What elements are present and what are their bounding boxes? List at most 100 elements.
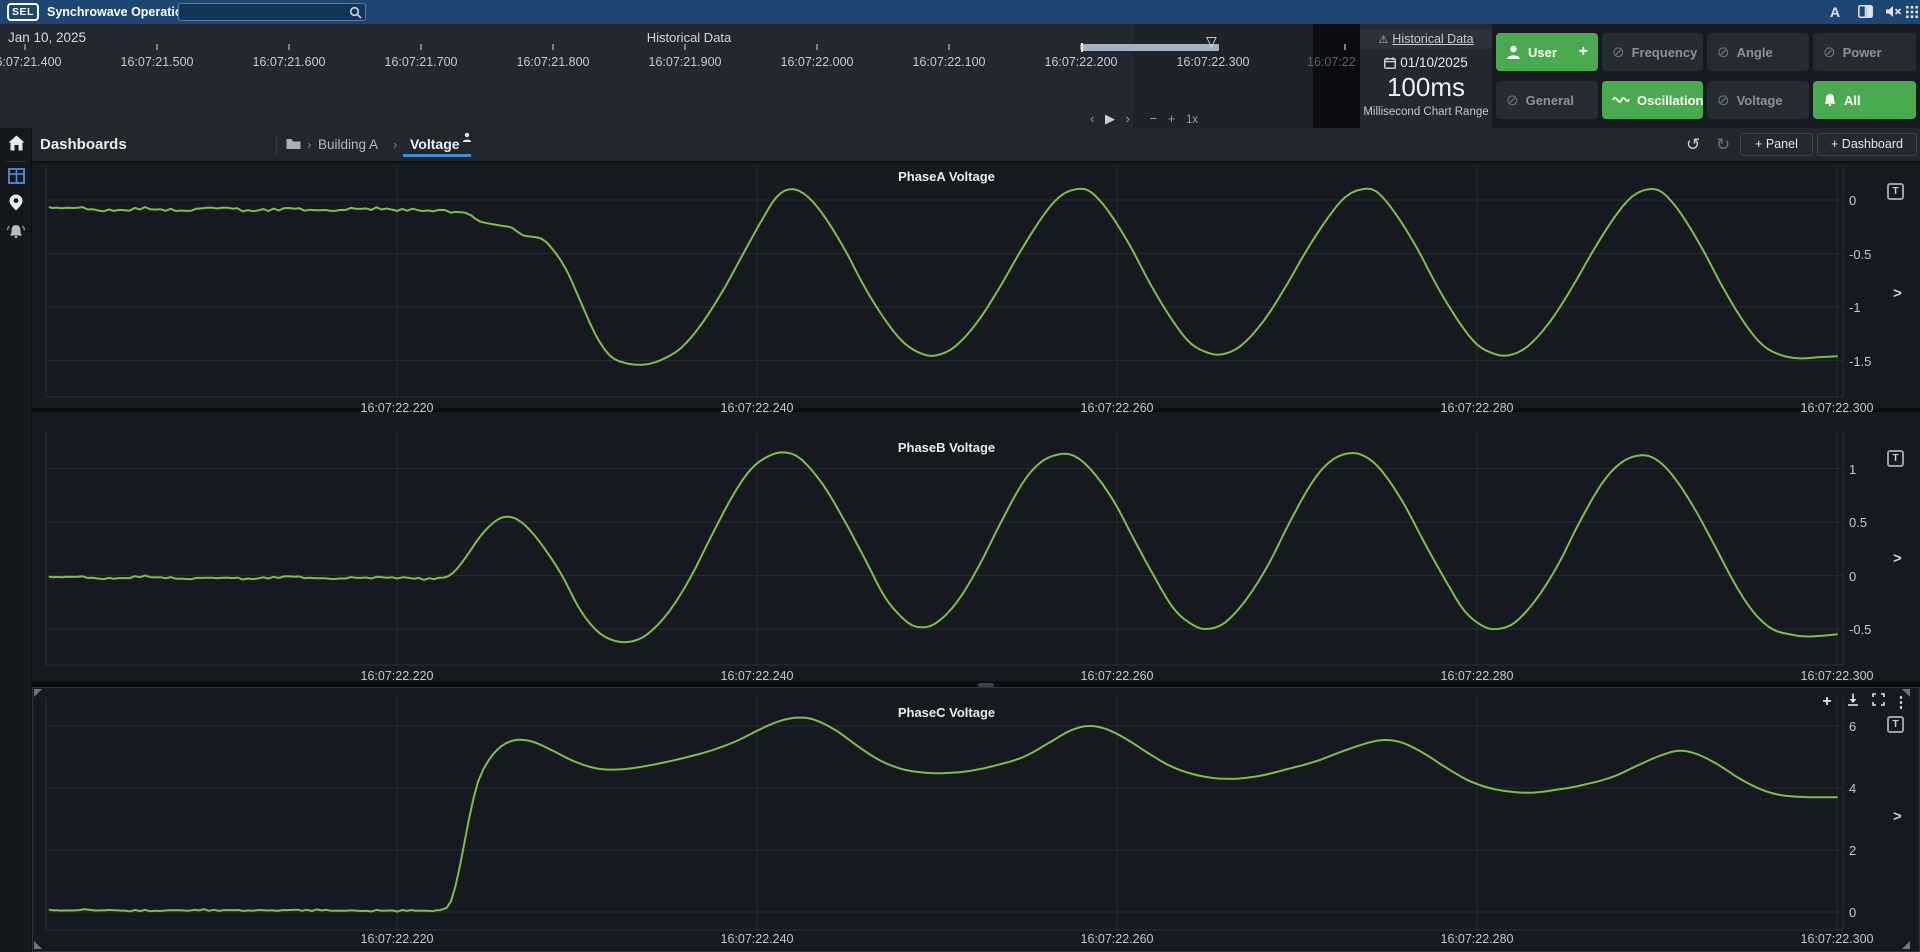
timeline-tick-label: 16:07:21.500 — [120, 55, 194, 69]
timeline-tick — [816, 44, 818, 50]
disabled-icon: ⊘ — [1823, 44, 1836, 61]
sidebar-item-dashboards[interactable] — [0, 168, 32, 189]
download-icon[interactable] — [1844, 693, 1862, 709]
font-size-icon[interactable]: A — [1829, 4, 1841, 20]
add-annotation-icon[interactable]: + — [1822, 693, 1832, 710]
app-title: Synchrowave Operations — [47, 5, 198, 19]
breadcrumb-separator: › — [393, 137, 398, 152]
chart-title-phase-c: PhaseC Voltage — [897, 705, 996, 720]
x-axis-label: 16:07:22.260 — [1080, 669, 1154, 683]
redo-button[interactable]: ↻ — [1716, 135, 1731, 154]
breadcrumb-current[interactable]: Voltage — [410, 136, 460, 152]
filter-button-angle[interactable]: ⊘ Angle — [1707, 33, 1809, 71]
sidebar-item-map[interactable] — [0, 194, 32, 216]
filter-label: User — [1528, 44, 1557, 60]
panel-resize-corner[interactable] — [1902, 941, 1910, 949]
filter-button-power[interactable]: ⊘ Power — [1813, 33, 1916, 71]
filter-label: Voltage — [1736, 92, 1783, 108]
calendar-icon — [1384, 57, 1397, 69]
bell-icon — [1823, 93, 1837, 107]
chart-range-panel: ⚠ Historical Data 01/10/2025 100ms Millis… — [1360, 24, 1492, 128]
home-icon — [8, 135, 24, 151]
search-input[interactable] — [178, 3, 366, 21]
zoom-in-button[interactable]: + — [1167, 111, 1176, 126]
chart-title-phase-b: PhaseB Voltage — [897, 440, 996, 455]
panel-resize-corner[interactable] — [34, 689, 42, 697]
sidebar-item-alarms[interactable] — [0, 222, 32, 244]
filter-button-frequency[interactable]: ⊘ Frequency — [1602, 33, 1703, 71]
timeline-selection-bar[interactable] — [1081, 44, 1219, 51]
sidebar-item-home[interactable] — [0, 135, 32, 156]
playback-speed[interactable]: 1x — [1186, 114, 1199, 126]
timeline-tick — [156, 44, 158, 50]
y-axis-label: 0 — [1849, 568, 1857, 584]
filter-label: General — [1525, 92, 1574, 108]
expand-panel-chevron[interactable]: > — [1893, 808, 1902, 825]
app-grid-icon[interactable] — [1905, 0, 1919, 24]
panel-resize-handle[interactable] — [978, 683, 994, 687]
active-tab-underline — [403, 154, 471, 157]
add-panel-button[interactable]: + Panel — [1740, 133, 1813, 156]
y-axis-label: 0 — [1849, 905, 1857, 920]
filter-label: Frequency — [1631, 44, 1698, 60]
dashboards-icon — [7, 168, 25, 184]
y-axis-label: 6 — [1849, 719, 1857, 734]
mute-icon[interactable] — [1882, 0, 1904, 24]
chart-range-value: 100ms — [1386, 72, 1466, 102]
timeline: Jan 10, 2025 Historical Data 16:07:21.40… — [0, 24, 1492, 128]
timeline-date: Jan 10, 2025 — [8, 30, 87, 45]
text-annotation-icon[interactable]: T — [1887, 716, 1904, 733]
breadcrumb-folder[interactable]: Building A — [318, 137, 379, 152]
play-button[interactable]: ▶ — [1104, 111, 1115, 126]
panel-resize-corner[interactable] — [1902, 689, 1910, 697]
y-axis-label: 0.5 — [1849, 515, 1868, 530]
x-axis-label: 16:07:22.280 — [1440, 669, 1514, 683]
disabled-icon: ⊘ — [1612, 44, 1625, 61]
panel-resize-corner[interactable] — [34, 941, 42, 949]
user-icon — [1506, 45, 1521, 59]
panel-gap[interactable] — [32, 681, 1920, 687]
step-back-button[interactable]: ‹ — [1090, 111, 1095, 126]
disabled-icon: ⊘ — [1506, 92, 1519, 109]
panel-menu-icon[interactable]: ⋮ — [1893, 694, 1909, 711]
expand-panel-chevron[interactable]: > — [1893, 550, 1902, 567]
undo-button[interactable]: ↺ — [1686, 135, 1701, 154]
page-title: Dashboards — [40, 136, 127, 153]
add-signal-icon[interactable]: + — [1578, 43, 1588, 60]
docs-icon[interactable] — [1855, 0, 1875, 24]
dashboard-toolbar: Dashboards › Building A › Voltage ↺ ↻ + … — [32, 128, 1920, 163]
top-bar: SEL Synchrowave Operations A — [0, 0, 1920, 24]
timeline-cursor-marker[interactable]: ▽ — [1206, 33, 1217, 49]
add-dashboard-button[interactable]: + Dashboard — [1817, 133, 1917, 156]
text-annotation-icon[interactable]: T — [1887, 183, 1904, 200]
filter-label: Oscillation — [1637, 92, 1704, 108]
filter-button-oscillation[interactable]: Oscillation — [1602, 81, 1703, 119]
step-forward-button[interactable]: › — [1125, 111, 1130, 126]
filter-button-voltage[interactable]: ⊘ Voltage — [1707, 81, 1809, 119]
divider — [6, 161, 26, 162]
text-annotation-icon[interactable]: T — [1887, 450, 1904, 467]
y-axis-label: 0 — [1849, 193, 1857, 208]
filter-button-general[interactable]: ⊘ General — [1496, 81, 1598, 119]
zoom-out-button[interactable]: − — [1149, 111, 1158, 126]
filter-label: All — [1844, 92, 1861, 108]
x-axis-label: 16:07:22.220 — [360, 932, 434, 946]
shared-user-icon — [462, 132, 472, 142]
panel-phase-c — [32, 687, 1920, 952]
timeline-tick — [288, 44, 290, 50]
historical-data-link[interactable]: ⚠ Historical Data — [1360, 29, 1492, 49]
expand-panel-chevron[interactable]: > — [1893, 285, 1902, 302]
timeline-tick — [420, 44, 422, 50]
x-axis-label: 16:07:22.300 — [1800, 401, 1874, 415]
filter-button-all[interactable]: All — [1813, 81, 1916, 119]
timeline-tick-label-partial: 16:07:22 — [1307, 55, 1356, 69]
sel-logo: SEL — [7, 3, 39, 21]
fullscreen-icon[interactable] — [1869, 693, 1887, 709]
signal-filter-grid: User + ⊘ Frequency ⊘ Angle ⊘ Power ⊘ General Oscil… — [1492, 24, 1920, 128]
panel-gap[interactable] — [32, 408, 1920, 412]
filter-button-user[interactable]: User + — [1496, 33, 1598, 71]
chart-range-caption: Millisecond Chart Range — [1363, 106, 1489, 118]
dashboard-panels: 16:07:22.220 16:07:22.240 16:07:22.260 16:0… — [32, 163, 1920, 952]
date-picker[interactable]: 01/10/2025 — [1360, 55, 1492, 70]
